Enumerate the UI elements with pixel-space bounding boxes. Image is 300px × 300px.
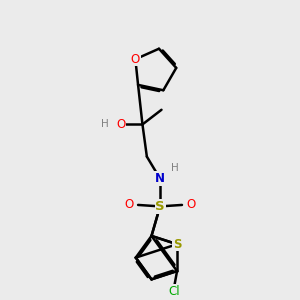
Text: O: O bbox=[131, 53, 140, 66]
Text: S: S bbox=[173, 238, 181, 251]
Text: H: H bbox=[101, 119, 109, 129]
Text: H: H bbox=[171, 163, 178, 173]
Text: O: O bbox=[116, 118, 125, 131]
Text: S: S bbox=[155, 200, 165, 213]
Text: O: O bbox=[125, 198, 134, 212]
Text: N: N bbox=[155, 172, 165, 185]
Text: S: S bbox=[173, 238, 181, 251]
Text: O: O bbox=[186, 198, 195, 212]
Text: Cl: Cl bbox=[168, 285, 180, 298]
